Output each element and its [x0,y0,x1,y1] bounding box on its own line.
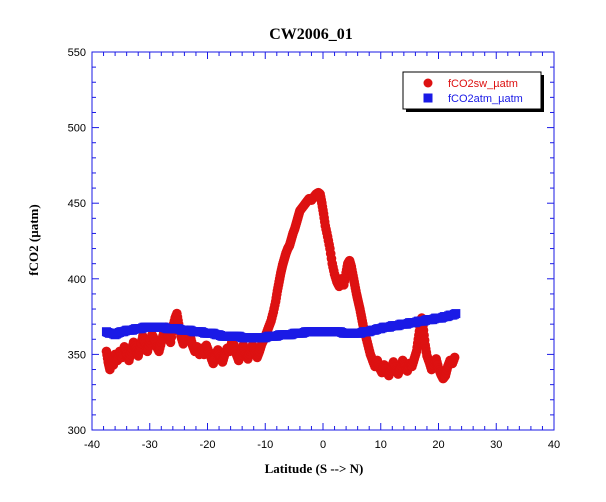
x-tick-label: 40 [548,439,560,451]
x-tick-label: -10 [257,439,273,451]
legend-label-fco2sw: fCO2sw_µatm [448,78,518,90]
y-axis-label: fCO2 (µatm) [26,204,41,275]
x-tick-label: -30 [142,439,158,451]
legend-label-fco2atm: fCO2atm_µatm [448,93,523,105]
plot-area [91,51,555,431]
x-tick-label: -40 [84,439,100,451]
legend-marker-fco2sw [423,78,433,88]
y-tick-label: 500 [68,123,86,135]
series-fco2sw [101,187,460,384]
x-tick-label: 0 [320,439,326,451]
chart-title: CW2006_01 [269,26,353,43]
data-point-fco2sw [449,352,460,363]
y-tick-labels: 300 350 400 450 500 550 [68,47,86,437]
x-tick-label: 20 [432,439,444,451]
y-tick-label: 450 [68,198,86,210]
y-tick-label: 400 [68,274,86,286]
legend: fCO2sw_µatm fCO2atm_µatm [402,71,544,112]
legend-marker-fco2atm [423,93,433,103]
x-tick-label: 10 [375,439,387,451]
data-point-fco2atm [451,309,461,319]
x-tick-labels: -40 -30 -20 -10 0 10 20 30 40 [84,439,560,451]
axis-ticks [91,51,555,431]
y-tick-label: 300 [68,425,86,437]
y-tick-label: 550 [68,47,86,59]
x-tick-label: 30 [490,439,502,451]
y-tick-label: 350 [68,349,86,361]
x-axis-label: Latitude (S --> N) [265,461,364,476]
x-tick-label: -20 [200,439,216,451]
legend-box [402,71,542,110]
series-fco2atm [101,309,461,343]
